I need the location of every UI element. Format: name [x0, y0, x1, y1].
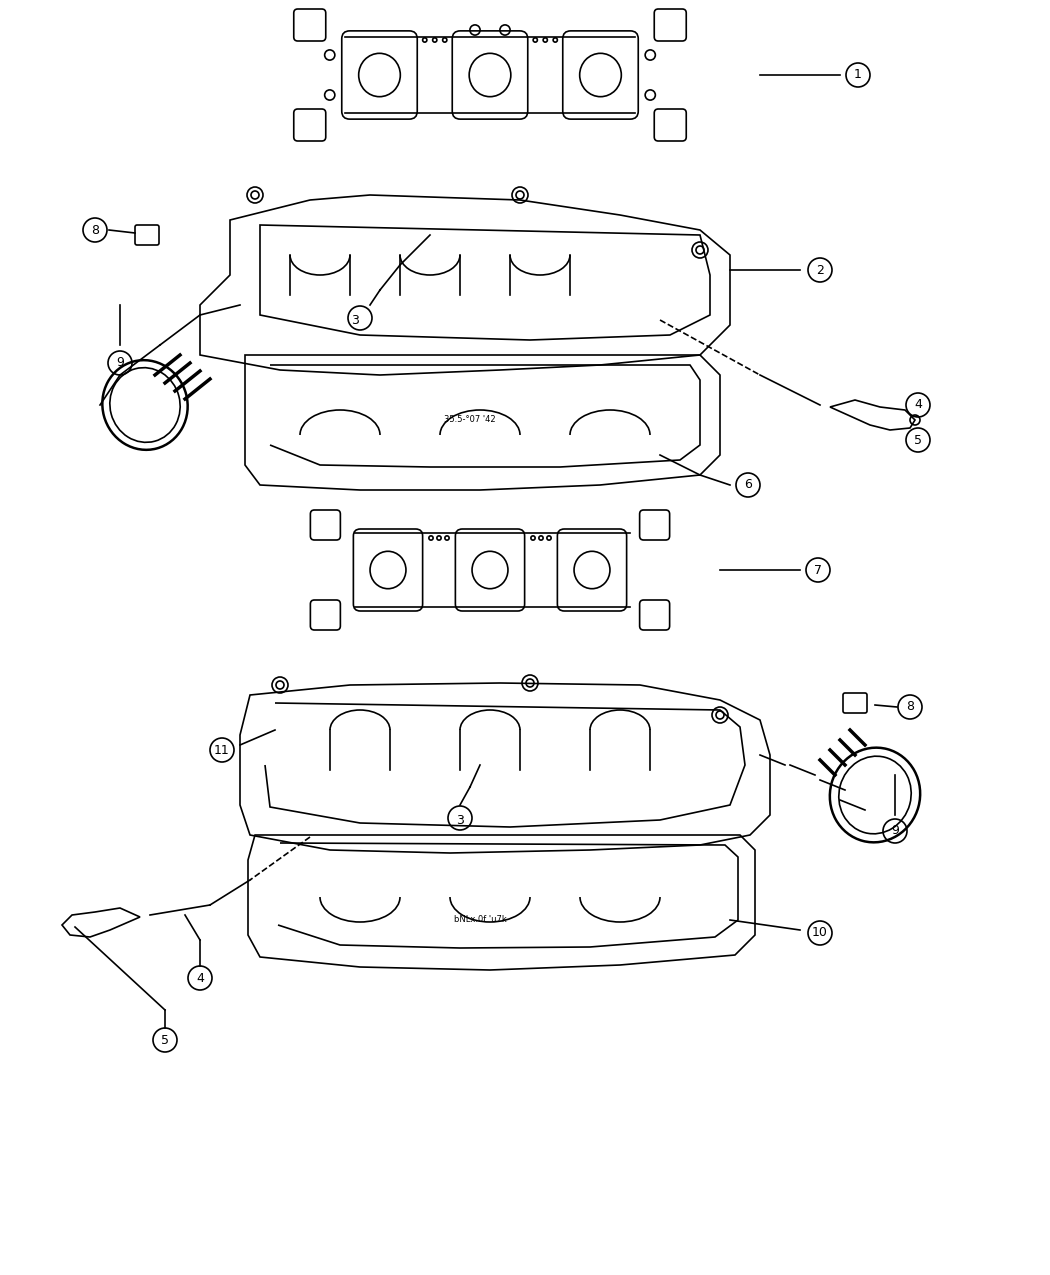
Text: 6: 6 [744, 478, 752, 491]
Text: 35.5-°07 '42: 35.5-°07 '42 [444, 416, 496, 425]
Text: 10: 10 [812, 927, 828, 940]
Text: 11: 11 [214, 743, 230, 756]
Text: 1: 1 [854, 69, 862, 82]
Text: 7: 7 [814, 564, 822, 576]
Text: 4: 4 [196, 972, 204, 984]
Text: 8: 8 [906, 700, 914, 714]
Text: 4: 4 [915, 399, 922, 412]
Text: 3: 3 [456, 813, 464, 826]
Text: 9: 9 [117, 357, 124, 370]
Text: 5: 5 [161, 1034, 169, 1047]
Text: 2: 2 [816, 264, 824, 277]
Text: bNLx.0f 'u7k: bNLx.0f 'u7k [454, 915, 506, 924]
Text: 5: 5 [914, 434, 922, 446]
Text: 3: 3 [351, 314, 359, 326]
Text: 8: 8 [91, 223, 99, 236]
Text: 9: 9 [891, 825, 899, 838]
